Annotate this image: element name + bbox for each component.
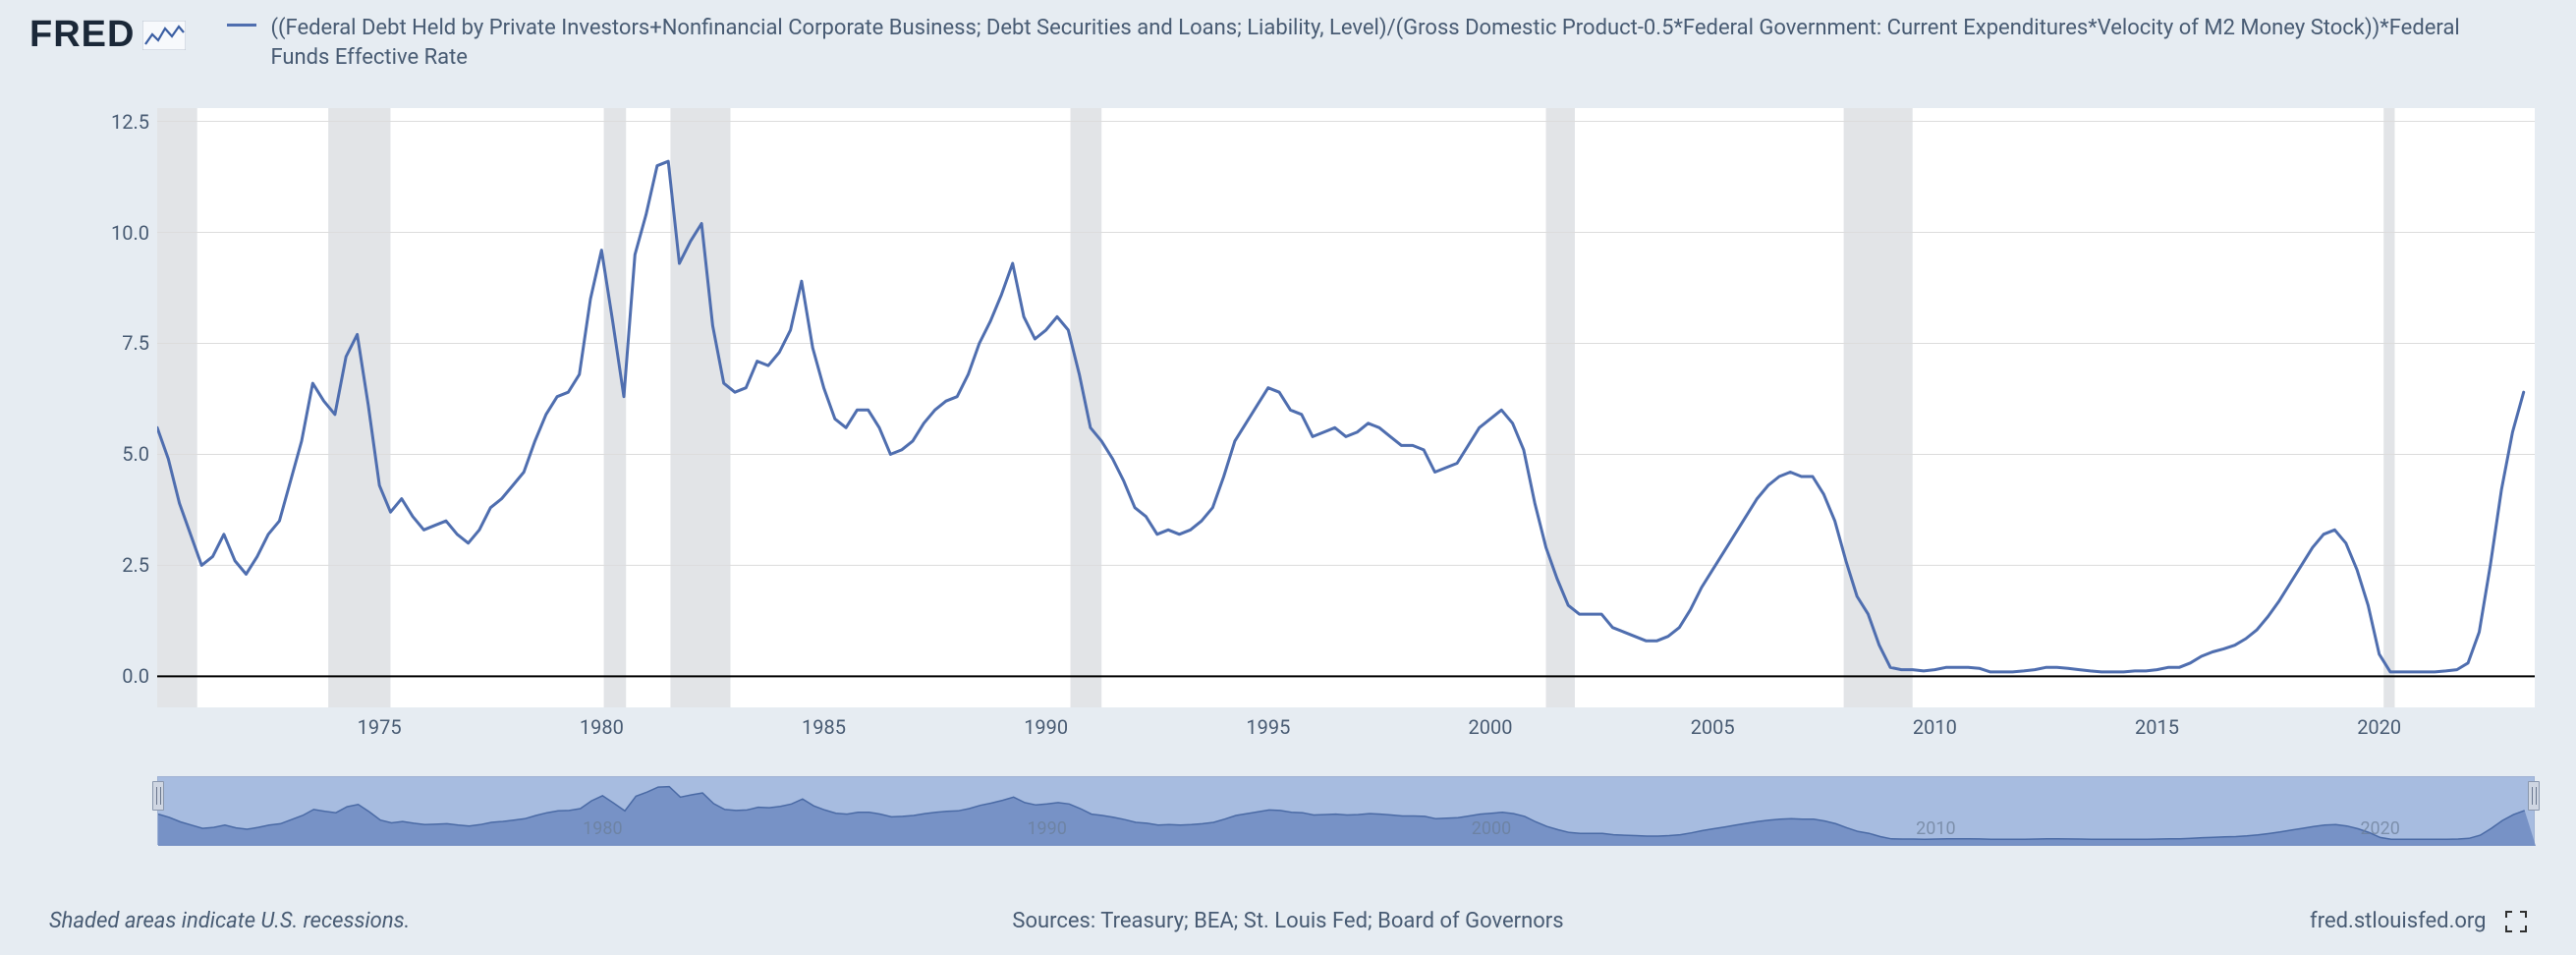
nav-tick-label: 2000 xyxy=(1472,818,1511,839)
legend-swatch xyxy=(227,24,256,27)
fred-logo-text: FRED xyxy=(29,14,135,56)
xtick-label: 1975 xyxy=(358,715,402,739)
footer-right: fred.stlouisfed.org xyxy=(2310,909,2527,933)
xtick-label: 2010 xyxy=(1913,715,1957,739)
nav-tick-label: 1990 xyxy=(1027,818,1066,839)
xtick-label: 2020 xyxy=(2357,715,2401,739)
recession-note: Shaded areas indicate U.S. recessions. xyxy=(49,909,410,933)
nav-tick-label: 1980 xyxy=(583,818,622,839)
navigator-area[interactable]: 1980 1990 2000 2010 2020 xyxy=(157,776,2535,845)
plot-wrap: ((Bil. of $+Bil. of $)/(Bil. of $-0.5*Bi… xyxy=(39,108,2554,757)
fred-logo-icon xyxy=(142,21,186,50)
ytick-label: 2.5 xyxy=(90,553,149,577)
ytick-label: 7.5 xyxy=(90,331,149,355)
nav-tick-label: 2020 xyxy=(2360,818,2399,839)
legend: ((Federal Debt Held by Private Investors… xyxy=(227,14,2487,72)
navigator[interactable]: 1980 1990 2000 2010 2020 xyxy=(157,776,2535,845)
xtick-label: 1980 xyxy=(580,715,624,739)
navigator-handle-left[interactable] xyxy=(152,781,164,811)
navigator-handle-right[interactable] xyxy=(2528,781,2540,811)
xtick-label: 1995 xyxy=(1246,715,1290,739)
nav-tick-label: 2010 xyxy=(1916,818,1955,839)
site-link[interactable]: fred.stlouisfed.org xyxy=(2310,909,2486,933)
ytick-label: 10.0 xyxy=(90,221,149,245)
ytick-label: 0.0 xyxy=(90,664,149,688)
fullscreen-icon[interactable] xyxy=(2505,911,2527,932)
xtick-label: 1985 xyxy=(802,715,846,739)
chart-header: FRED ((Federal Debt Held by Private Inve… xyxy=(29,14,2487,72)
sources-label: Sources: Treasury; BEA; St. Louis Fed; B… xyxy=(1012,909,1563,933)
xtick-label: 2000 xyxy=(1469,715,1513,739)
xtick-label: 1990 xyxy=(1024,715,1068,739)
ytick-label: 5.0 xyxy=(90,442,149,466)
xtick-label: 2005 xyxy=(1691,715,1735,739)
legend-label: ((Federal Debt Held by Private Investors… xyxy=(270,14,2487,72)
fred-chart-container: FRED ((Federal Debt Held by Private Inve… xyxy=(0,0,2576,955)
chart-footer: Shaded areas indicate U.S. recessions. S… xyxy=(49,909,2527,933)
xtick-label: 2015 xyxy=(2135,715,2179,739)
fred-logo[interactable]: FRED xyxy=(29,14,186,56)
ytick-label: 12.5 xyxy=(90,110,149,134)
chart-area[interactable] xyxy=(157,108,2535,707)
